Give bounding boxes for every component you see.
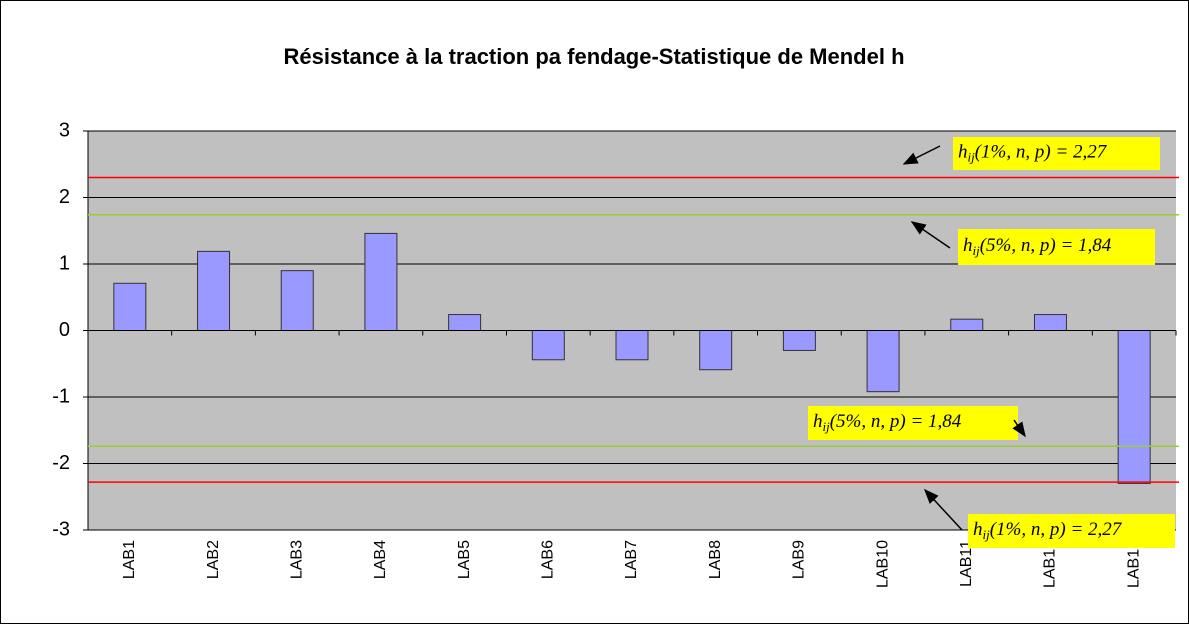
annotation: hij(1%, n, p) = 2,27 [958,142,1108,165]
bar [950,318,984,332]
x-tick-label: LAB7 [623,540,640,579]
bar [364,232,398,331]
y-tick-label: 0 [59,319,70,341]
annotation: hij(5%, n, p) = 1,84 [963,235,1112,258]
arrow [902,145,941,165]
bar [782,330,816,351]
x-tick-label: LAB13 [1125,540,1142,588]
y-tick-label: -3 [52,518,70,540]
x-tick-label: LAB8 [707,540,724,579]
x-tick-label: LAB2 [205,540,222,579]
bar [197,250,231,332]
annotation: hij(5%, n, p) = 1,84 [813,411,962,434]
x-tick-label: LAB4 [372,540,389,579]
x-tick-label: LAB12 [1042,540,1059,588]
y-tick-label: 3 [59,119,70,141]
x-tick-label: LAB9 [791,540,808,579]
annotation: hij(1%, n, p) = 2,27 [973,519,1123,542]
annotation-box [808,406,1018,440]
annotation-box [968,514,1175,548]
annotation-box [953,137,1160,170]
bar [448,314,482,332]
bar [113,282,147,332]
y-tick-label: 2 [59,186,70,208]
bar [699,330,733,371]
x-tick-label: LAB10 [874,540,891,588]
y-tick-label: 1 [59,252,70,274]
bar [1033,314,1067,332]
x-tick-label: LAB6 [540,540,557,579]
x-tick-label: LAB11 [958,540,975,587]
y-tick-label: -2 [52,452,70,474]
bar [866,330,900,393]
annotation-box [958,229,1155,265]
chart-title: Résistance à la traction pa fendage-Stat… [283,44,904,69]
bar [615,330,649,361]
arrow [1012,419,1026,438]
bar [280,270,314,331]
x-tick-label: LAB3 [288,540,305,579]
arrow [910,221,951,249]
bar [1117,330,1151,484]
arrow [923,488,963,531]
x-tick-label: LAB1 [121,540,138,579]
x-tick-label: LAB5 [456,540,473,579]
y-tick-label: -1 [52,385,70,407]
bar [531,330,565,361]
